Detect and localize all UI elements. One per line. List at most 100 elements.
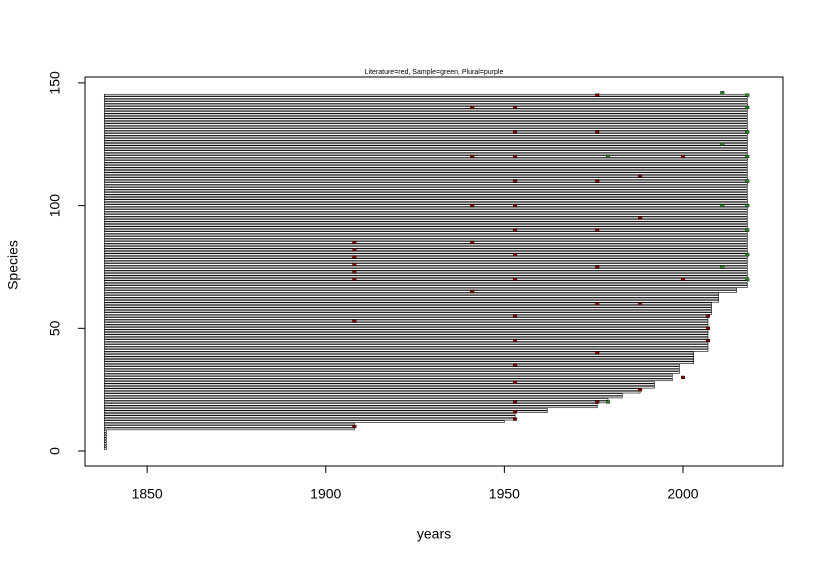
literature-record <box>638 216 643 220</box>
species-range <box>103 361 694 364</box>
sample-record <box>745 204 750 208</box>
sample-record <box>745 253 750 257</box>
species-range <box>103 415 516 418</box>
species-range <box>103 253 748 256</box>
literature-record <box>595 130 600 134</box>
species-range <box>103 400 609 404</box>
species-range <box>103 238 748 242</box>
species-range <box>103 287 737 291</box>
literature-record <box>513 105 518 110</box>
literature-record <box>705 314 710 318</box>
species-range <box>103 189 748 193</box>
literature-record <box>513 314 518 318</box>
species-range <box>103 376 673 379</box>
species-range <box>103 383 655 386</box>
literature-record <box>680 375 685 380</box>
literature-record <box>513 410 518 414</box>
species-range <box>103 317 709 320</box>
species-range <box>103 135 748 139</box>
sample-record <box>745 228 750 232</box>
sample-record <box>720 265 725 269</box>
y-tick-label: 150 <box>47 71 63 95</box>
species-range <box>103 268 748 271</box>
species-range <box>103 201 748 205</box>
species-range <box>103 403 598 406</box>
species-range <box>103 96 748 99</box>
species-range <box>103 265 748 269</box>
literature-record <box>595 228 600 232</box>
species-range <box>103 410 548 413</box>
species-range <box>103 278 748 281</box>
species-range <box>103 113 748 116</box>
species-range <box>103 125 748 129</box>
species-range <box>103 381 655 384</box>
literature-record <box>680 277 685 281</box>
literature-record <box>513 204 518 208</box>
species-range <box>103 120 748 124</box>
species-range <box>103 101 748 104</box>
species-range <box>103 116 748 119</box>
literature-record <box>595 179 600 183</box>
species-range <box>103 165 748 168</box>
species-range <box>103 130 748 134</box>
species-range <box>103 192 748 195</box>
literature-record <box>352 270 357 274</box>
species-range <box>103 327 709 330</box>
species-range <box>103 206 748 210</box>
species-range <box>103 199 748 202</box>
species-range <box>103 182 748 185</box>
y-tick-label: 100 <box>47 194 63 218</box>
species-range <box>103 334 709 337</box>
species-range <box>103 417 516 421</box>
species-range <box>103 155 748 158</box>
species-range <box>103 444 107 448</box>
species-range <box>103 248 748 251</box>
species-range <box>103 194 748 197</box>
species-range <box>103 346 709 350</box>
species-range <box>103 138 748 141</box>
x-tick-label: 1950 <box>489 486 520 502</box>
species-range <box>103 214 748 217</box>
literature-record <box>513 253 518 257</box>
species-range <box>103 226 748 229</box>
literature-record <box>705 338 710 343</box>
literature-record <box>470 289 475 294</box>
species-range <box>103 219 748 222</box>
species-range <box>103 111 748 114</box>
species-range <box>103 307 712 310</box>
literature-record <box>513 228 518 232</box>
sample-record <box>720 91 725 95</box>
species-range <box>103 147 748 151</box>
species-range <box>103 221 748 224</box>
species-range <box>103 98 748 102</box>
species-range <box>103 280 748 283</box>
literature-record <box>595 351 600 355</box>
species-range <box>103 263 748 266</box>
species-range <box>103 405 598 409</box>
species-range <box>103 133 748 136</box>
species-range <box>103 103 748 107</box>
sample-record <box>745 154 750 159</box>
species-range <box>103 413 516 416</box>
species-range <box>103 236 748 239</box>
x-tick-label: 1850 <box>132 486 163 502</box>
sample-record <box>720 204 725 208</box>
species-range <box>103 297 720 301</box>
species-range <box>103 179 748 183</box>
literature-record <box>513 417 518 421</box>
literature-record <box>638 388 643 392</box>
literature-record <box>470 204 475 208</box>
literature-record <box>638 302 643 306</box>
species-range <box>103 305 712 308</box>
species-range <box>103 167 748 170</box>
literature-record <box>513 363 518 367</box>
sample-record <box>720 142 725 146</box>
species-range <box>103 371 680 374</box>
species-range <box>103 356 694 359</box>
species-range <box>103 211 748 215</box>
species-range <box>103 378 673 382</box>
literature-record <box>352 255 357 259</box>
species-range <box>103 140 748 143</box>
species-range <box>103 425 355 428</box>
